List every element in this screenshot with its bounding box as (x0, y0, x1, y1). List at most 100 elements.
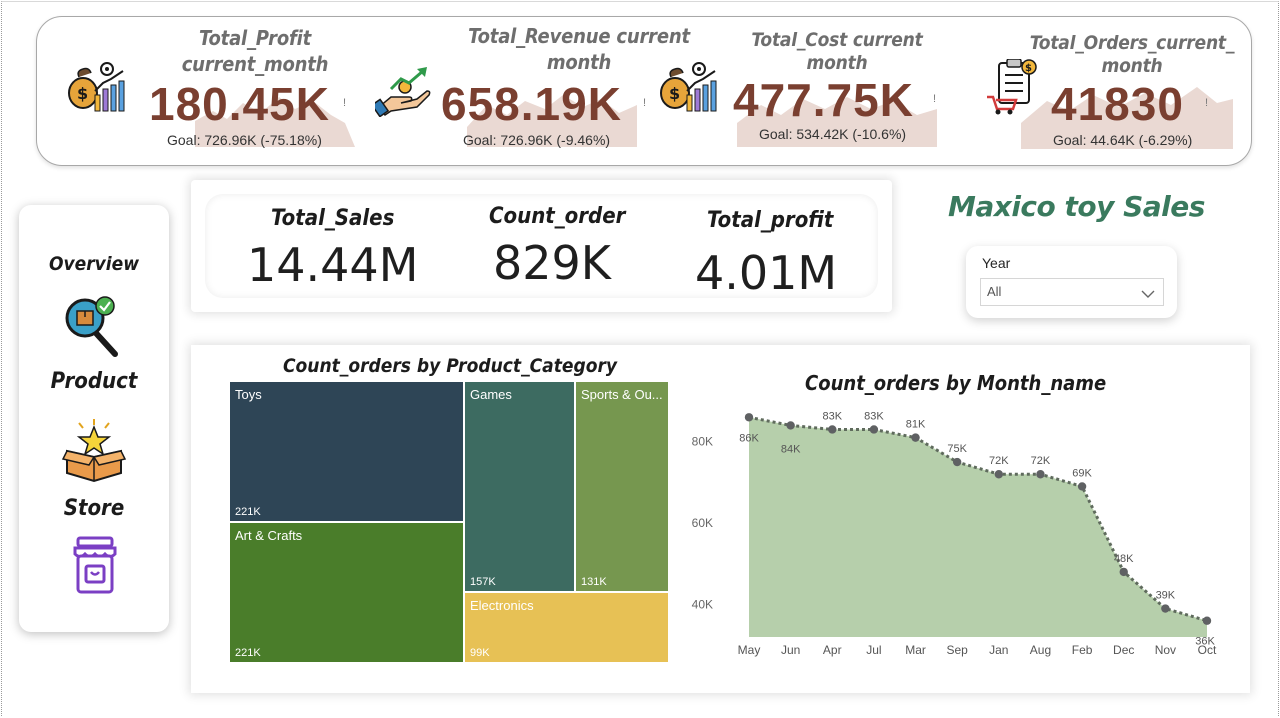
data-point (952, 457, 962, 467)
kpi-value: 180.45K (149, 78, 330, 130)
data-point (869, 425, 879, 434)
kpi-value: 477.75K (733, 74, 914, 126)
kpi-title: Total_Orders_current_ month (1029, 32, 1235, 77)
year-dropdown[interactable]: All (980, 278, 1164, 306)
treemap-cell-label: Games (470, 387, 512, 402)
treemap-cell-electronics[interactable]: Electronics 99K (464, 592, 669, 663)
x-tick-label: Oct (1198, 643, 1217, 657)
charts-panel: Count_orders by Product_Category Toys 22… (191, 345, 1250, 693)
order-checklist-icon: $ (985, 58, 1041, 119)
kpi-title: Total_Cost current month (751, 29, 923, 74)
kpi-title: Total_Revenue current month (468, 24, 690, 74)
data-point (744, 413, 754, 422)
revenue-growth-icon (370, 67, 431, 121)
line-chart-title: Count_orders by Month_name (805, 371, 1107, 395)
kpi-trend-sparkline (467, 95, 637, 147)
data-label: 83K (822, 410, 842, 422)
money-bag-chart-icon: $ (657, 57, 719, 119)
kpi-title: Total_Profit current_month (181, 26, 329, 76)
kpi-goal: Goal: 726.96K (-75.18%) (167, 132, 322, 148)
total-profit-label: Total_profit (707, 208, 834, 233)
data-label: 39K (1156, 590, 1176, 602)
treemap-cell-label: Toys (235, 387, 262, 402)
money-bag-chart-icon: $ (65, 57, 127, 119)
data-label: 86K (739, 432, 759, 444)
summary-kpi-panel: Total_Sales 14.44M Count_order 829K Tota… (191, 180, 892, 312)
treemap-cell-label: Sports & Ou... (581, 387, 663, 402)
nav-store-label[interactable]: Store (63, 496, 125, 521)
kpi-alert-flag: ! (643, 97, 647, 109)
area-fill (749, 417, 1207, 637)
data-label: 36K (1195, 636, 1215, 648)
kpi-total-orders[interactable]: $ Total_Orders_current_ month 41830 ! Go… (967, 17, 1251, 165)
data-label: 81K (906, 419, 926, 431)
year-slicer-label: Year (982, 255, 1011, 271)
svg-text:$: $ (669, 84, 680, 103)
x-tick-label: Mar (905, 643, 926, 657)
x-tick-label: May (738, 643, 761, 657)
total-sales-label: Total_Sales (271, 206, 395, 231)
kpi-alert-flag: ! (933, 93, 937, 105)
y-tick-label: 60K (692, 516, 713, 530)
year-slicer[interactable]: Year All (966, 246, 1177, 318)
kpi-total-revenue[interactable]: Total_Revenue current month 658.19K ! Go… (367, 17, 690, 165)
data-point (786, 421, 795, 430)
nav-overview-label[interactable]: Overview (48, 253, 140, 275)
summary-kpi-card: Total_Sales 14.44M Count_order 829K Tota… (205, 194, 878, 300)
treemap-cell-games[interactable]: Games 157K (464, 381, 575, 592)
kpi-trend-sparkline (195, 97, 355, 147)
kpi-goal: Goal: 726.96K (-9.46%) (463, 132, 611, 148)
y-tick-label: 40K (692, 597, 713, 611)
kpi-alert-flag: ! (343, 97, 347, 109)
kpi-card-bar: $ Total_Profit current_month 180.45K ! G… (36, 16, 1252, 166)
data-point (828, 425, 837, 434)
kpi-total-cost[interactable]: $ Total_Cost current month 477.75K ! Goa… (657, 17, 957, 165)
year-dropdown-value: All (987, 284, 1002, 299)
data-label: 72K (989, 455, 1009, 467)
data-label: 72K (1031, 455, 1051, 467)
treemap-cell-label: Electronics (470, 598, 534, 613)
treemap-cell-value: 157K (470, 576, 496, 588)
data-point (994, 470, 1004, 479)
month-area-chart: 86K 84K 83K 83K 81K 75K 72K 72K 69K 48K 39K 36K 40K 6… (692, 410, 1217, 657)
x-tick-label: Jun (781, 643, 800, 657)
data-label: 69K (1072, 467, 1092, 479)
data-point (1161, 604, 1170, 613)
treemap-cell-value: 131K (581, 576, 607, 588)
kpi-alert-flag: ! (1205, 97, 1209, 109)
open-box-star-icon[interactable] (61, 417, 127, 487)
kpi-value: 658.19K (441, 78, 622, 130)
kpi-goal: Goal: 44.64K (-6.29%) (1053, 132, 1193, 148)
x-tick-label: Aug (1030, 643, 1051, 657)
data-label: 75K (947, 443, 967, 455)
x-tick-label: Jan (989, 643, 1008, 657)
x-tick-label: Apr (823, 643, 842, 657)
total-sales-value: 14.44M (247, 238, 419, 292)
svg-text:$: $ (1025, 63, 1032, 74)
kpi-value: 41830 (1051, 78, 1184, 130)
chevron-down-icon[interactable] (1140, 285, 1156, 304)
kpi-trend-sparkline (737, 97, 937, 147)
x-tick-label: Jul (866, 643, 881, 657)
treemap-title: Count_orders by Product_Category (283, 355, 618, 377)
treemap-cell-sports-outdoors[interactable]: Sports & Ou... 131K (575, 381, 669, 592)
nav-product-label[interactable]: Product (50, 369, 138, 394)
svg-text:$: $ (77, 84, 88, 103)
data-label: 83K (864, 410, 884, 422)
treemap-cell-value: 221K (235, 647, 261, 659)
magnifier-box-icon[interactable] (65, 296, 121, 362)
count-order-value: 829K (493, 236, 611, 290)
x-tick-label: Dec (1113, 643, 1134, 657)
x-tick-label: Nov (1155, 643, 1176, 657)
treemap-cell-value: 99K (470, 647, 490, 659)
data-label: 84K (781, 443, 801, 455)
data-label: 48K (1114, 553, 1134, 565)
treemap-cell-toys[interactable]: Toys 221K (229, 381, 464, 522)
data-point (1119, 567, 1128, 577)
page-navigation: Overview Product Store (19, 205, 169, 632)
store-front-icon[interactable] (72, 536, 118, 600)
count-order-label: Count_order (489, 204, 626, 229)
treemap-cell-art-crafts[interactable]: Art & Crafts 221K (229, 522, 464, 663)
kpi-total-profit[interactable]: $ Total_Profit current_month 180.45K ! G… (37, 17, 357, 165)
